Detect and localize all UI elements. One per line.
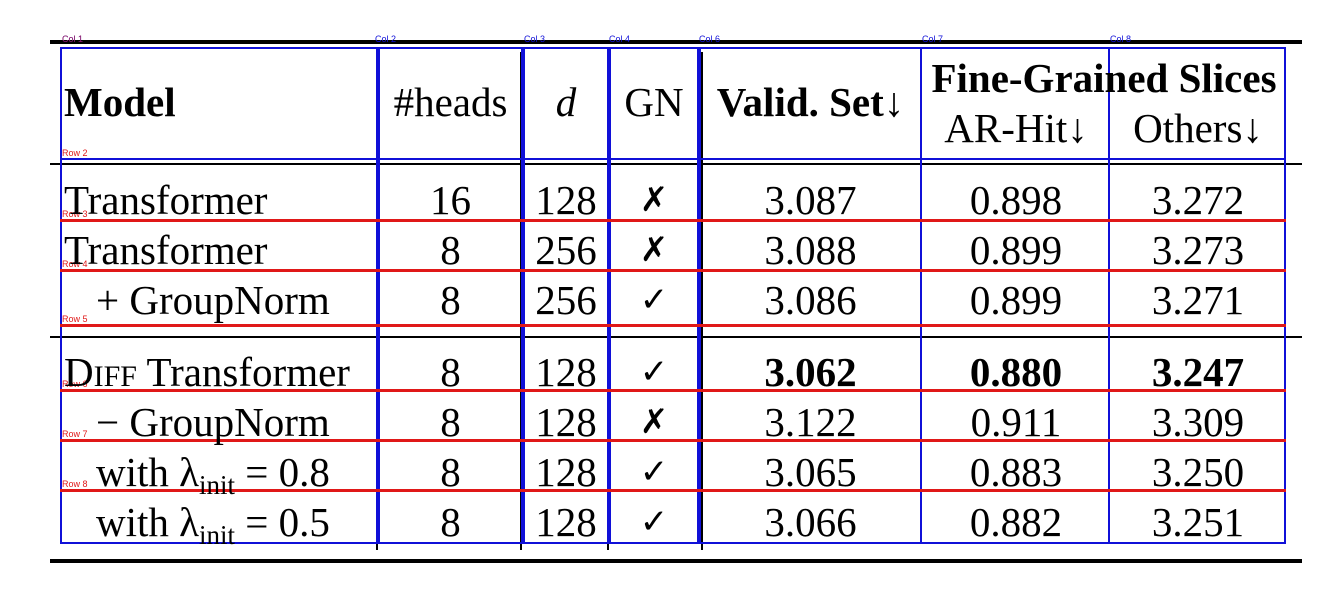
col-label: Col 3 xyxy=(524,34,546,44)
header-gn: GN xyxy=(624,79,684,125)
row-label: Row 3 xyxy=(62,209,88,219)
row-line xyxy=(60,269,1286,272)
cell-gn-check-icon: ✓ xyxy=(639,280,669,320)
cell-ar-hit: 0.883 xyxy=(969,449,1063,495)
row-line xyxy=(60,489,1286,492)
row-line xyxy=(60,219,1286,222)
cell-ar-hit: 0.911 xyxy=(970,399,1062,445)
model-equals: = 0.5 xyxy=(235,499,330,545)
cell-gn-check-icon: ✓ xyxy=(639,352,669,392)
model-rest: Transformer xyxy=(136,349,350,395)
cell-heads: 8 xyxy=(440,499,461,545)
header-d: d xyxy=(555,79,577,125)
cell-d: 128 xyxy=(535,399,597,445)
cell-gn-check-icon: ✓ xyxy=(639,452,669,492)
cell-d: 128 xyxy=(535,177,597,223)
row-label: Row 5 xyxy=(62,314,88,324)
cell-gn-cross-icon: ✗ xyxy=(639,230,669,270)
cell-model: DIFF Transformer xyxy=(64,348,350,396)
row-label: Row 7 xyxy=(62,429,88,439)
model-with-lambda: with λ xyxy=(96,449,200,495)
col-label: Col 8 xyxy=(1110,34,1132,44)
cell-others: 3.251 xyxy=(1151,499,1245,545)
cell-ar-hit: 0.880 xyxy=(969,349,1063,395)
header-others: Others↓ xyxy=(1133,105,1263,151)
model-subscript: init xyxy=(199,520,236,550)
cell-valid: 3.065 xyxy=(764,449,857,495)
cell-ar-hit: 0.899 xyxy=(969,277,1063,323)
model-small-caps: IFF xyxy=(93,360,137,393)
row-label: Row 4 xyxy=(62,259,88,269)
group-rule xyxy=(50,336,1302,338)
header-fine-grained: Fine-Grained Slices xyxy=(931,55,1277,101)
cell-valid: 3.088 xyxy=(764,227,857,273)
header-model: Model xyxy=(64,79,176,125)
cell-d: 256 xyxy=(535,227,597,273)
model-equals: = 0.8 xyxy=(235,449,330,495)
cell-d: 128 xyxy=(535,349,597,395)
row-line xyxy=(60,324,1286,327)
col-label: Col 1 xyxy=(62,34,84,44)
cell-ar-hit: 0.882 xyxy=(969,499,1063,545)
cell-heads: 8 xyxy=(440,399,461,445)
header-heads: #heads xyxy=(393,79,508,125)
cell-gn-check-icon: ✓ xyxy=(639,502,669,542)
cell-model: Transformer xyxy=(64,227,268,273)
cell-others: 3.272 xyxy=(1151,177,1245,223)
header-rule xyxy=(50,163,1302,165)
cell-ar-hit: 0.898 xyxy=(969,177,1063,223)
cell-model: − GroupNorm xyxy=(96,399,330,445)
col-label: Col 6 xyxy=(699,34,721,44)
col-label: Col 4 xyxy=(609,34,631,44)
cell-model: + GroupNorm xyxy=(96,277,330,323)
col-label: Col 2 xyxy=(375,34,397,44)
cell-gn-cross-icon: ✗ xyxy=(639,180,669,220)
cell-others: 3.271 xyxy=(1151,277,1245,323)
cell-valid: 3.122 xyxy=(764,399,857,445)
cell-d: 256 xyxy=(535,277,597,323)
model-initial: D xyxy=(64,349,94,395)
row-label: Row 2 xyxy=(62,148,88,158)
cell-heads: 8 xyxy=(440,227,461,273)
top-rule xyxy=(50,40,1302,44)
cell-gn-cross-icon: ✗ xyxy=(639,402,669,442)
cell-heads: 8 xyxy=(440,277,461,323)
cell-others: 3.247 xyxy=(1151,349,1245,395)
cell-heads: 16 xyxy=(430,177,471,223)
cell-valid: 3.066 xyxy=(764,499,857,545)
row-label: Row 8 xyxy=(62,479,88,489)
model-subscript: init xyxy=(199,470,236,500)
cell-d: 128 xyxy=(535,499,597,545)
cell-heads: 8 xyxy=(440,349,461,395)
cell-others: 3.273 xyxy=(1151,227,1245,273)
cell-heads: 8 xyxy=(440,449,461,495)
cell-model: Transformer xyxy=(64,177,268,223)
divider-gn xyxy=(701,52,703,550)
cell-model: with λinit = 0.5 xyxy=(96,498,330,550)
col-label: Col 7 xyxy=(922,34,944,44)
cell-others: 3.250 xyxy=(1151,449,1245,495)
cell-ar-hit: 0.899 xyxy=(969,227,1063,273)
row-line xyxy=(60,439,1286,442)
col-label-dup: Col 1 xyxy=(62,34,84,44)
cell-valid: 3.062 xyxy=(764,349,857,395)
row-line xyxy=(60,389,1286,392)
header-ar-hit: AR-Hit↓ xyxy=(944,105,1088,151)
cell-valid: 3.086 xyxy=(764,277,857,323)
row-label: Row 6 xyxy=(62,379,88,389)
bottom-rule xyxy=(50,559,1302,563)
header-valid: Valid. Set↓ xyxy=(716,79,905,125)
cell-valid: 3.087 xyxy=(764,177,857,223)
row-box-header xyxy=(60,47,1286,160)
cell-others: 3.309 xyxy=(1151,399,1245,445)
cell-d: 128 xyxy=(535,449,597,495)
model-with-lambda: with λ xyxy=(96,499,200,545)
cell-model: with λinit = 0.8 xyxy=(96,448,330,500)
